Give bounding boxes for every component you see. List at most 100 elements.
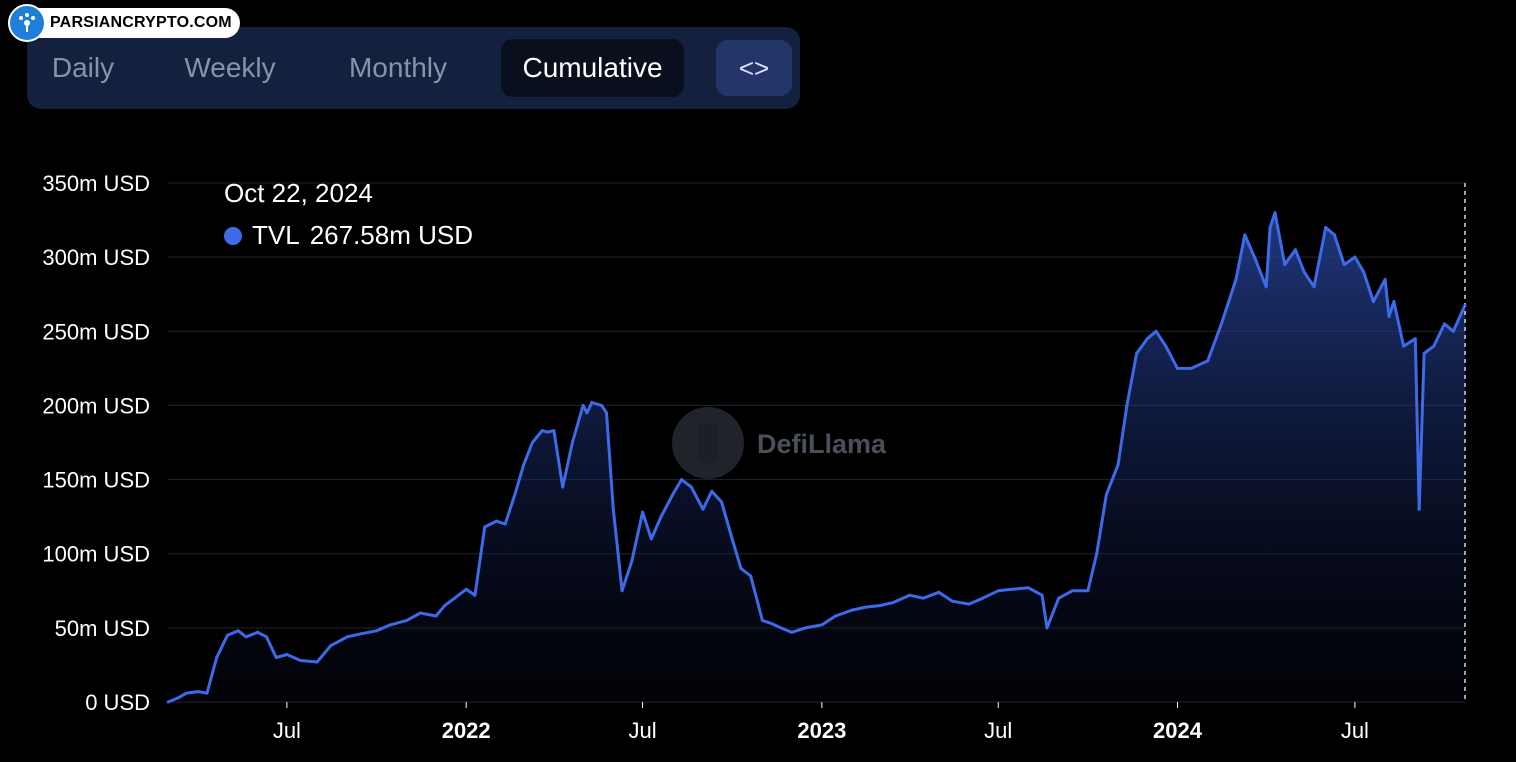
tvl-data-point: [1176, 366, 1180, 370]
tooltip-value-row: TVL 267.58m USD: [224, 220, 473, 251]
tvl-data-point: [1392, 300, 1396, 304]
tvl-data-point: [730, 537, 734, 541]
tvl-data-point: [1342, 263, 1346, 267]
tvl-data-point: [1451, 329, 1455, 333]
tooltip-date: Oct 22, 2024: [224, 178, 373, 208]
tvl-data-point: [850, 608, 854, 612]
tvl-data-point: [739, 567, 743, 571]
tvl-data-point: [967, 602, 971, 606]
tvl-data-point: [1045, 626, 1049, 630]
tvl-data-point: [359, 632, 363, 636]
tvl-data-point: [790, 630, 794, 634]
x-tick-label: Jul: [984, 718, 1012, 743]
tvl-data-point: [1383, 277, 1387, 281]
tvl-data-point: [494, 519, 498, 523]
tvl-data-point: [620, 589, 624, 593]
x-tick-label: Jul: [628, 718, 656, 743]
tvl-data-point: [719, 500, 723, 504]
tvl-data-point: [701, 507, 705, 511]
tvl-data-point: [177, 696, 181, 700]
tvl-data-point: [185, 691, 189, 695]
y-tick-label: 200m USD: [42, 393, 150, 418]
tvl-data-point: [1268, 225, 1272, 229]
tvl-data-point: [769, 621, 773, 625]
tvl-data-point: [215, 656, 219, 660]
tvl-data-point: [600, 403, 604, 407]
tvl-data-point: [1293, 248, 1297, 252]
tvl-data-point: [329, 644, 333, 648]
tvl-series-line[interactable]: [167, 211, 1467, 704]
tvl-data-point: [1189, 366, 1193, 370]
tvl-data-point: [585, 411, 589, 415]
tvl-data-point: [1353, 255, 1357, 259]
tooltip-value: 267.58m USD: [309, 220, 473, 250]
tab-daily[interactable]: Daily: [51, 52, 115, 83]
view-tabbar: Daily Weekly Monthly Cumulative <>: [27, 27, 800, 109]
tvl-data-point: [630, 559, 634, 563]
tvl-data-point: [1443, 322, 1447, 326]
y-tick-label: 300m USD: [42, 245, 150, 270]
tvl-data-point: [1135, 352, 1139, 356]
tvl-data-point: [581, 403, 585, 407]
tvl-data-point: [315, 660, 319, 664]
x-tick-label: Jul: [1341, 718, 1369, 743]
tvl-data-point: [1463, 303, 1467, 307]
tvl-data-point: [760, 618, 764, 622]
tvl-data-point: [1324, 225, 1328, 229]
tooltip-series-name: TVL: [252, 220, 300, 250]
tvl-data-point: [1095, 552, 1099, 556]
tvl-data-point: [1264, 285, 1268, 289]
tab-weekly[interactable]: Weekly: [184, 52, 276, 83]
tvl-data-point: [522, 463, 526, 467]
tvl-data-point: [443, 604, 447, 608]
brand-badge: PARSIANCRYPTO.COM: [8, 4, 240, 42]
tvl-data-point: [689, 485, 693, 489]
y-tick-label: 250m USD: [42, 319, 150, 344]
tvl-data-point: [1010, 587, 1014, 591]
tvl-data-point: [1206, 359, 1210, 363]
tvl-data-point: [274, 656, 278, 660]
tvl-data-point: [641, 510, 645, 514]
tvl-data-point: [1302, 270, 1306, 274]
tvl-data-point: [891, 601, 895, 605]
tvl-data-point: [1283, 263, 1287, 267]
tvl-data-point: [1086, 589, 1090, 593]
tab-monthly[interactable]: Monthly: [348, 52, 448, 83]
tvl-data-point: [256, 630, 260, 634]
tab-cumulative[interactable]: Cumulative: [501, 39, 684, 97]
embed-code-button[interactable]: <>: [716, 40, 792, 96]
tvl-data-point: [1417, 507, 1421, 511]
tvl-data-point: [205, 691, 209, 695]
tvl-data-point: [864, 605, 868, 609]
tvl-data-point: [605, 411, 609, 415]
y-tick-label: 100m USD: [42, 542, 150, 567]
y-tick-label: 0 USD: [85, 690, 150, 715]
tvl-data-point: [513, 492, 517, 496]
tvl-data-point: [803, 626, 807, 630]
tvl-data-point: [473, 593, 477, 597]
tvl-data-point: [1154, 329, 1158, 333]
tvl-data-point: [1312, 285, 1316, 289]
tvl-points: [166, 211, 1467, 704]
tvl-data-point: [561, 485, 565, 489]
tvl-data-point: [345, 635, 349, 639]
tvl-data-point: [503, 522, 507, 526]
tvl-data-point: [434, 614, 438, 618]
tvl-data-point: [452, 596, 456, 600]
tvl-data-point: [996, 589, 1000, 593]
tvl-data-point: [418, 611, 422, 615]
watermark-text: DefiLlama: [757, 429, 887, 459]
y-axis: 0 USD 50m USD 100m USD 150m USD 200m USD 250m…: [42, 171, 150, 715]
tvl-data-point: [299, 658, 303, 662]
tvl-data-point: [671, 492, 675, 496]
x-tick-label: Jul: [273, 718, 301, 743]
x-axis: Jul 2022 Jul 2023 Jul 2024 Jul: [273, 702, 1369, 743]
tvl-data-point: [166, 700, 170, 704]
tvl-data-point: [236, 629, 240, 633]
tvl-data-point: [405, 618, 409, 622]
tvl-data-point: [680, 478, 684, 482]
tvl-data-point: [590, 400, 594, 404]
tvl-data-point: [1145, 337, 1149, 341]
tvl-data-point: [1432, 344, 1436, 348]
